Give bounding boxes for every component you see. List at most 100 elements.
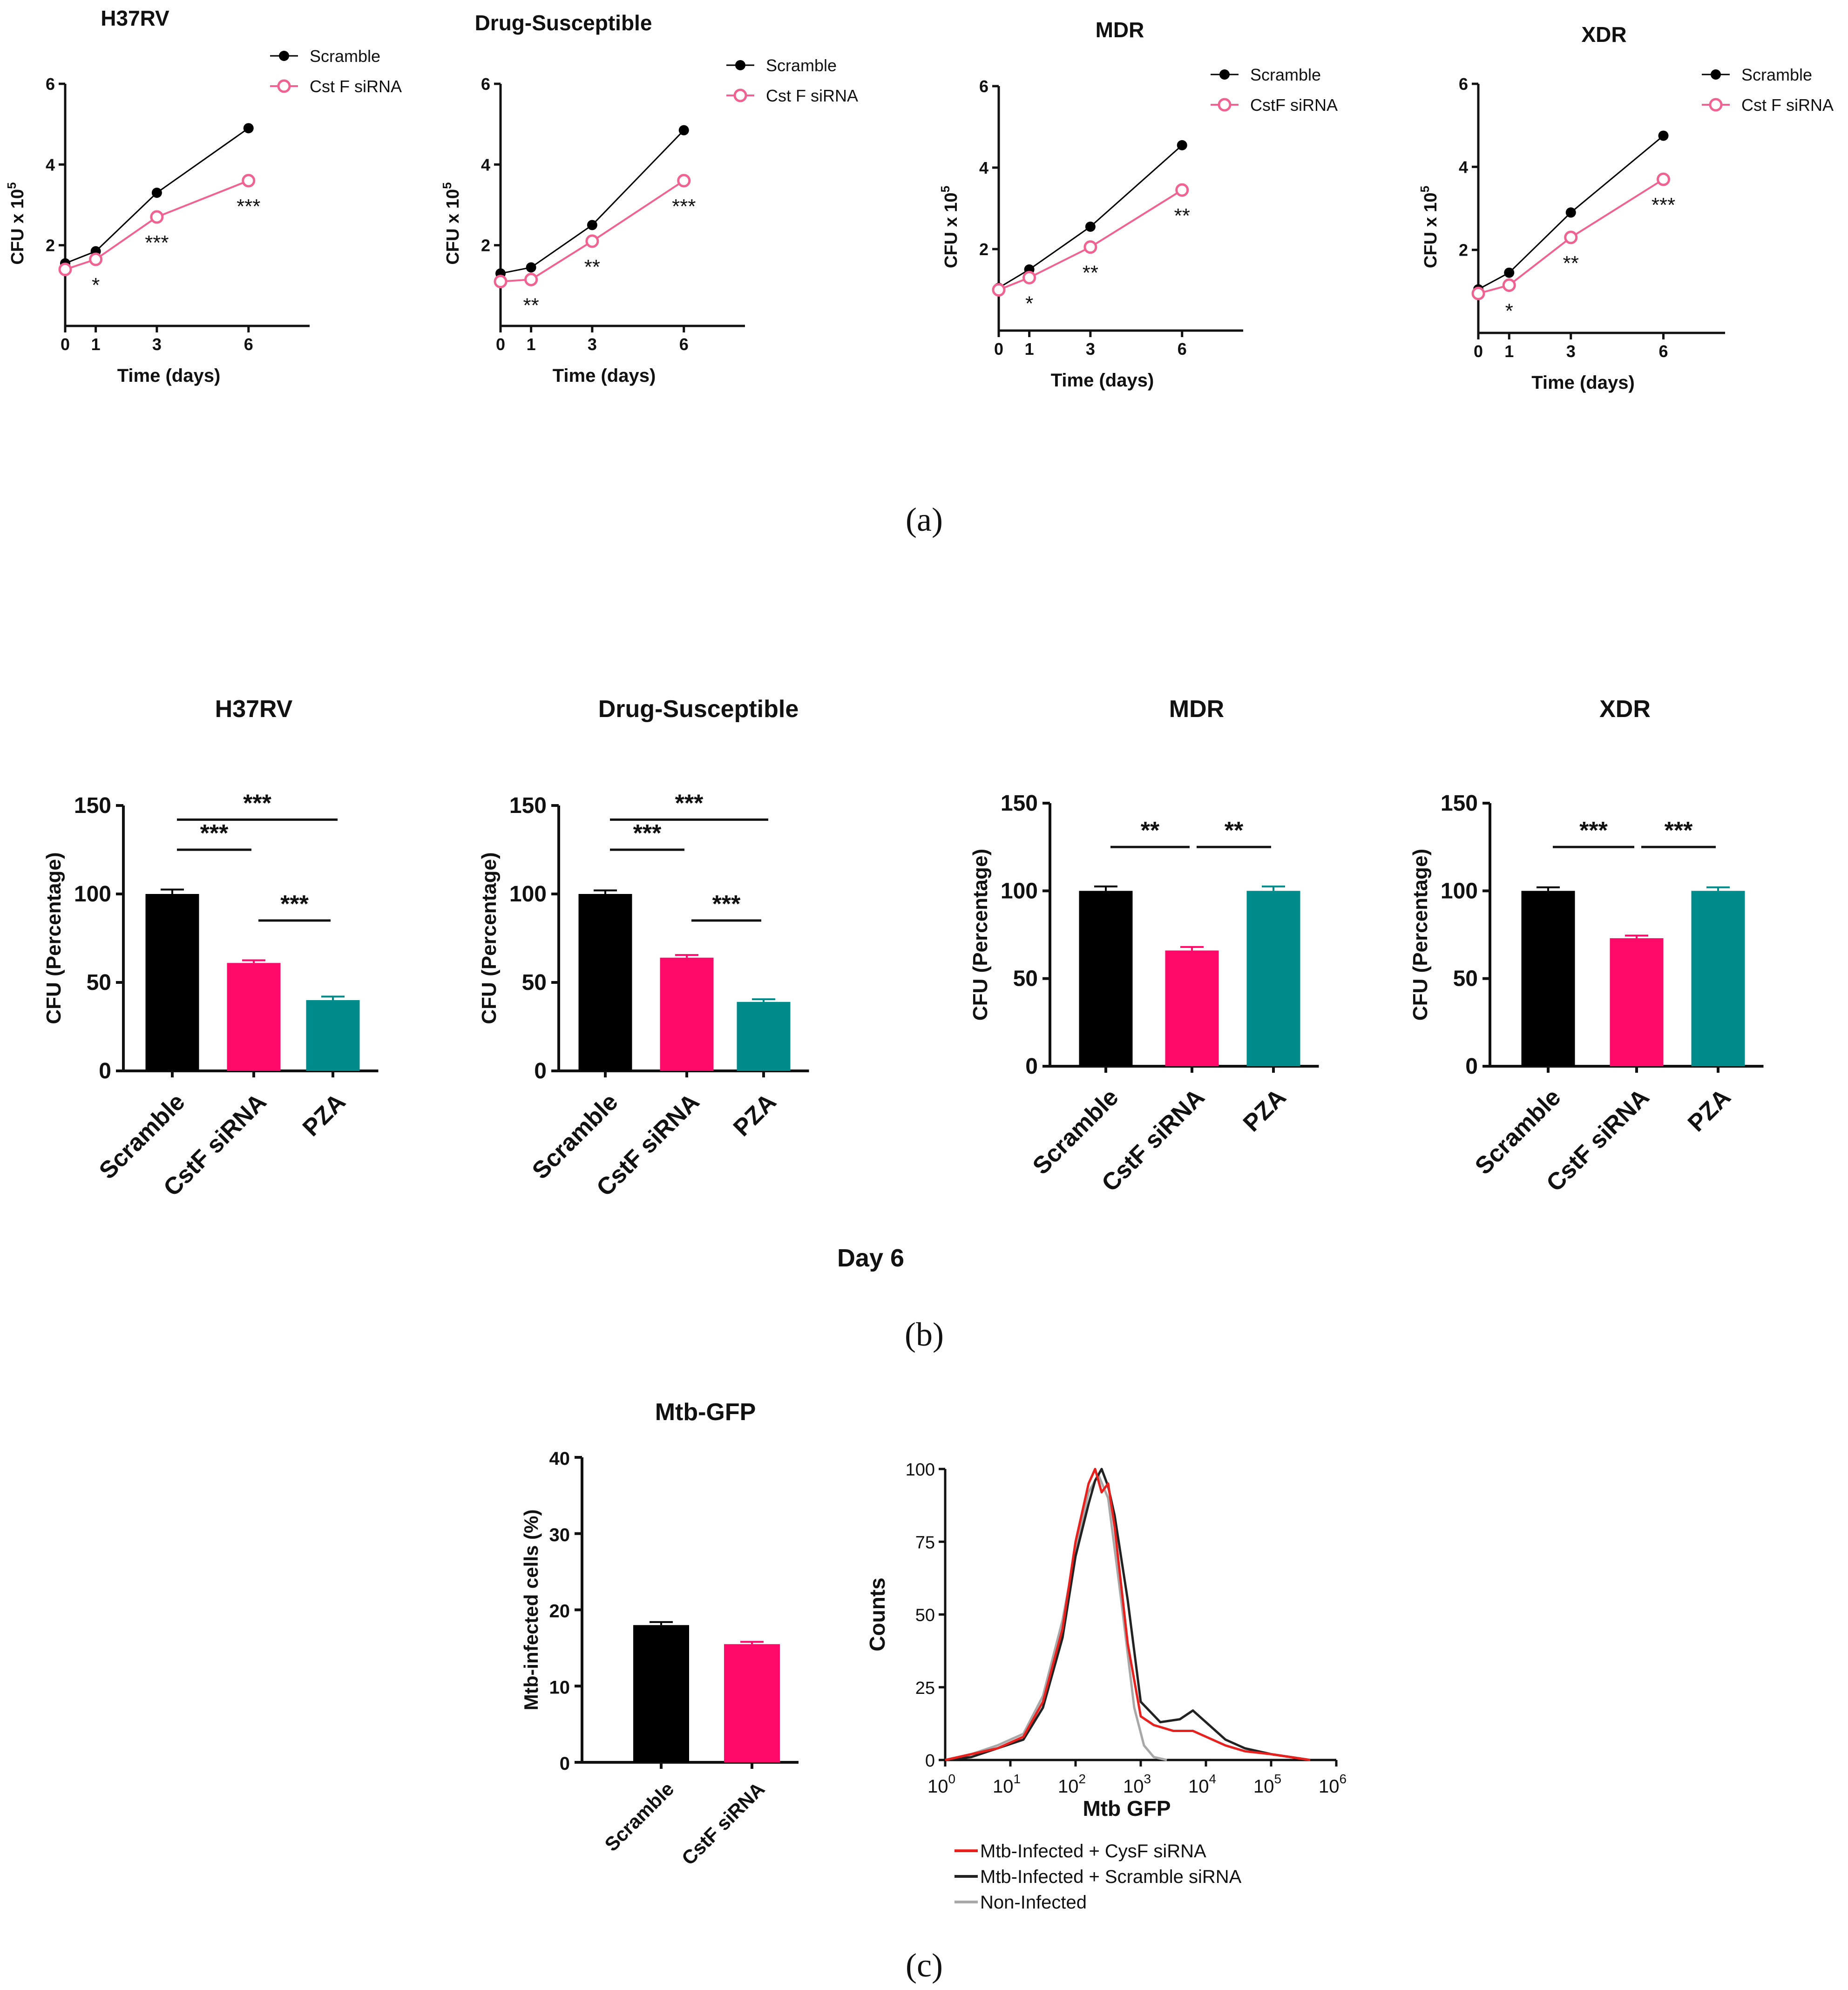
significance-marker: *** — [1652, 194, 1675, 217]
x-tick-label: 3 — [1086, 339, 1095, 359]
y-tick-label: 2 — [46, 236, 55, 255]
legend-label: Scramble — [1741, 65, 1812, 84]
significance-marker: * — [92, 274, 100, 297]
y-tick-label: 150 — [509, 793, 547, 818]
series-line — [500, 180, 684, 283]
x-tick-exp: 1 — [1013, 1772, 1021, 1786]
data-point — [58, 263, 72, 277]
significance-label: *** — [280, 891, 309, 918]
series-line — [65, 128, 249, 264]
x-tick-label: 0 — [1474, 342, 1483, 361]
y-tick-label: 0 — [1465, 1054, 1478, 1079]
x-tick-base: 10 — [1188, 1776, 1209, 1797]
x-tick-label: 1 — [91, 335, 101, 354]
panel-label-b: (b) — [905, 1316, 944, 1353]
significance-label: *** — [1579, 817, 1608, 844]
y-axis-title-exp: 5 — [440, 182, 454, 189]
y-tick-label: 30 — [549, 1525, 570, 1545]
x-tick-base: 10 — [1253, 1776, 1274, 1797]
y-tick-label: 40 — [549, 1449, 570, 1469]
chart-title: XDR — [1599, 696, 1651, 723]
x-tick-label: PZA — [298, 1088, 351, 1142]
histogram-line — [945, 1468, 1311, 1761]
y-tick-label: 6 — [979, 77, 988, 96]
y-tick-label: 4 — [46, 155, 55, 174]
significance-label: *** — [633, 820, 662, 847]
chart-title: MDR — [1096, 18, 1144, 42]
data-point — [585, 234, 599, 248]
x-tick-exp: 2 — [1078, 1772, 1086, 1786]
data-point — [494, 275, 508, 289]
significance-marker: * — [1025, 292, 1033, 315]
bar — [1610, 938, 1664, 1066]
y-tick-label: 0 — [1025, 1054, 1038, 1079]
data-point — [1022, 271, 1036, 284]
legend-marker — [1219, 69, 1230, 80]
x-tick-label: PZA — [1683, 1083, 1736, 1137]
x-tick-base: 10 — [1319, 1776, 1340, 1797]
data-point — [1502, 278, 1516, 292]
significance-marker: * — [1505, 299, 1513, 322]
y-tick-label: 2 — [979, 240, 988, 259]
y-axis-title: CFU x 105 — [5, 182, 27, 264]
x-tick-exp: 3 — [1144, 1772, 1151, 1786]
y-tick-label: 25 — [915, 1679, 935, 1698]
y-tick-label: 50 — [1453, 967, 1478, 991]
data-point — [1657, 172, 1670, 186]
x-tick-base: 10 — [1123, 1776, 1144, 1797]
significance-label: *** — [200, 820, 229, 847]
line-chart-a2: Drug-Susceptible 2 4 6 0 1 3 6 Time (days) CFU x … — [440, 11, 858, 386]
x-tick-label: 1 — [1504, 342, 1514, 361]
x-tick-exp: 6 — [1339, 1772, 1347, 1786]
data-point — [150, 210, 164, 224]
data-point — [677, 174, 691, 188]
chart-title: XDR — [1581, 22, 1626, 47]
panel-label-c: (c) — [906, 1947, 943, 1984]
significance-label: *** — [243, 790, 271, 817]
legend-label: Scramble — [1250, 65, 1321, 84]
bar — [578, 894, 632, 1071]
significance-label: ** — [1225, 817, 1244, 844]
x-axis-title: Time (days) — [1051, 370, 1154, 391]
x-tick-base: 10 — [1058, 1776, 1079, 1797]
y-tick-label: 50 — [1013, 967, 1038, 991]
line-chart-a4: XDR 2 4 6 0 1 3 6 Time (days) CFU x 105 Scramble Cs… — [1418, 22, 1834, 393]
x-tick-label: 106 — [1319, 1772, 1347, 1797]
bar — [1691, 891, 1745, 1066]
x-tick-label: 6 — [679, 335, 689, 354]
x-tick-label: 104 — [1188, 1772, 1216, 1797]
data-point — [151, 188, 162, 198]
x-axis-title: Time (days) — [117, 366, 221, 386]
series-line — [1478, 135, 1664, 290]
bar — [633, 1625, 689, 1762]
bar — [660, 957, 714, 1071]
y-axis-title: CFU x 105 — [938, 186, 961, 268]
x-tick-base: 10 — [927, 1776, 948, 1797]
histogram-line — [945, 1474, 1167, 1761]
y-tick-label: 150 — [1001, 791, 1038, 816]
y-tick-label: 6 — [46, 74, 55, 94]
significance-marker: *** — [672, 195, 696, 218]
x-tick-label: 1 — [527, 335, 536, 354]
histogram-line — [945, 1468, 1311, 1761]
significance-label: *** — [1665, 817, 1693, 844]
x-tick-label: 0 — [994, 339, 1003, 359]
x-tick-label: 102 — [1058, 1772, 1086, 1797]
x-axis-title: Time (days) — [553, 366, 656, 386]
y-tick-label: 150 — [1441, 791, 1478, 816]
y-tick-label: 100 — [1001, 879, 1038, 903]
chart-title: Drug-Susceptible — [598, 696, 799, 723]
legend-label: Cst F siRNA — [310, 77, 402, 96]
series-line — [998, 189, 1183, 291]
y-axis-title-base: CFU x 10 — [941, 192, 961, 268]
x-tick-label: PZA — [1238, 1083, 1292, 1137]
y-axis-title: CFU (Percentage) — [969, 849, 992, 1021]
bar — [227, 963, 281, 1071]
significance-marker: ** — [523, 294, 539, 317]
y-axis-title: CFU (Percentage) — [42, 852, 65, 1024]
x-tick-label: 101 — [993, 1772, 1021, 1797]
